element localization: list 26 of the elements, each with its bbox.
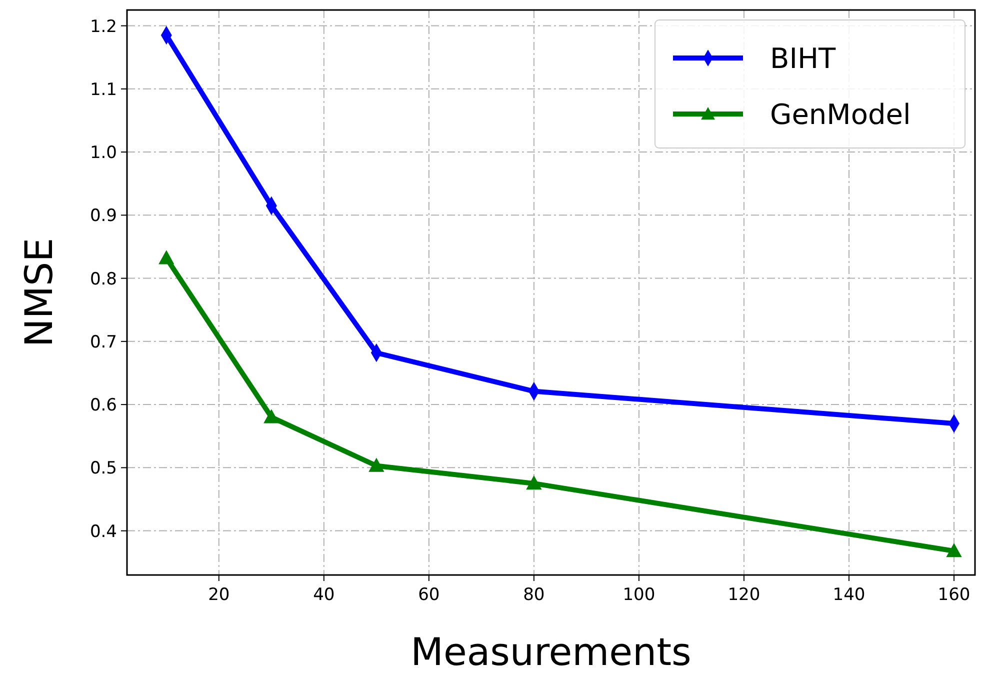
y-tick-label: 0.5 — [90, 458, 117, 479]
point — [158, 250, 174, 264]
y-tick-label: 0.8 — [90, 269, 117, 290]
x-tick-label: 100 — [622, 585, 656, 605]
point — [946, 544, 962, 558]
x-tick-label: 40 — [313, 585, 335, 605]
y-tick-label: 0.4 — [90, 522, 117, 542]
y-tick-label: 0.6 — [90, 396, 117, 416]
point — [368, 458, 384, 472]
x-tick-label: 160 — [938, 585, 970, 605]
legend-label: GenModel — [770, 98, 911, 131]
y-tick-label: 0.9 — [90, 206, 117, 226]
x-tick-label: 80 — [523, 585, 545, 605]
x-tick-label: 120 — [728, 585, 760, 605]
y-tick-label: 1.0 — [90, 143, 117, 164]
x-tick-label: 20 — [208, 585, 230, 605]
legend-label: BIHT — [770, 42, 837, 75]
y-tick-label: 1.1 — [90, 80, 117, 100]
y-tick-label: 1.2 — [90, 16, 117, 37]
x-axis-title: Measurements — [410, 630, 692, 673]
x-tick-label: 140 — [832, 585, 866, 605]
x-tick-label: 60 — [418, 585, 440, 605]
y-axis-title: NMSE — [17, 238, 61, 348]
point — [526, 476, 542, 490]
point — [264, 410, 279, 424]
y-tick-label: 0.7 — [90, 332, 117, 352]
